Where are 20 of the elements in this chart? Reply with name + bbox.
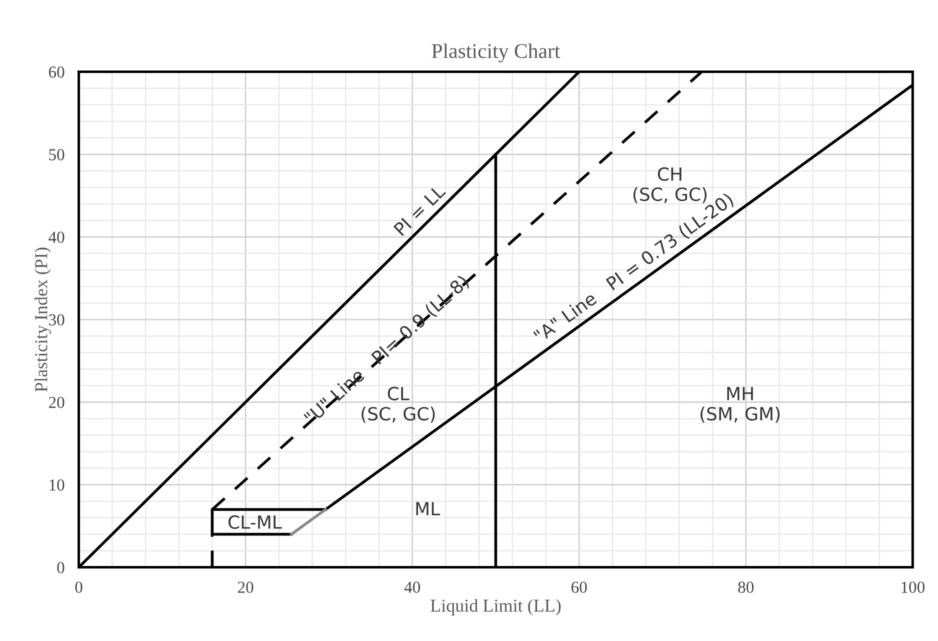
x-tick-label: 80 xyxy=(738,582,754,593)
annotation: CL (SC, GC) xyxy=(362,386,435,423)
annotation: MH (SM, GM) xyxy=(700,386,780,423)
chart-title: Plasticity Chart xyxy=(432,43,560,62)
y-tick-label: 10 xyxy=(50,479,64,491)
x-tick-label: 100 xyxy=(902,582,925,593)
x-tick-label: 40 xyxy=(404,582,420,593)
x-tick-label: 20 xyxy=(238,582,254,593)
y-tick-label: 0 xyxy=(57,562,64,574)
annotation: ML xyxy=(416,502,440,516)
x-tick-label: 60 xyxy=(572,582,587,593)
x-tick-label: 0 xyxy=(75,582,82,593)
y-tick-label: 50 xyxy=(49,149,64,160)
y-tick-label: 30 xyxy=(49,314,64,326)
y-tick-label: 60 xyxy=(48,66,64,78)
y-tick-label: 40 xyxy=(48,232,64,243)
y-tick-label: 20 xyxy=(48,396,64,408)
text: PI = LL xyxy=(393,184,446,236)
x-axis-title: Liquid Limit (LL) xyxy=(430,599,561,616)
annotation: CL-ML xyxy=(228,515,282,529)
